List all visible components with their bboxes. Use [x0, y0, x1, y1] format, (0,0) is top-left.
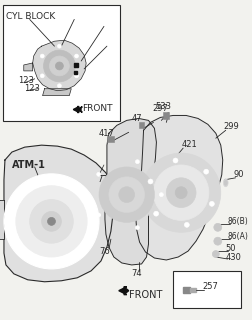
Circle shape — [49, 56, 69, 76]
Circle shape — [159, 193, 163, 196]
Circle shape — [96, 172, 100, 176]
Polygon shape — [42, 89, 71, 96]
Circle shape — [108, 177, 144, 212]
Circle shape — [184, 222, 188, 227]
Circle shape — [153, 211, 158, 216]
Bar — [74, 71, 77, 74]
Circle shape — [213, 237, 221, 245]
Circle shape — [141, 153, 220, 232]
Polygon shape — [135, 116, 222, 260]
Text: 123: 123 — [18, 76, 34, 85]
Text: 74: 74 — [131, 269, 141, 278]
Circle shape — [57, 84, 61, 88]
Polygon shape — [0, 200, 4, 239]
Ellipse shape — [223, 180, 226, 185]
Text: 421: 421 — [180, 140, 196, 149]
Text: 257: 257 — [201, 282, 217, 291]
Circle shape — [147, 179, 152, 184]
Polygon shape — [118, 287, 128, 295]
Circle shape — [203, 169, 208, 174]
Text: 50: 50 — [225, 244, 235, 252]
Circle shape — [74, 54, 78, 58]
Text: 299: 299 — [223, 122, 239, 131]
Circle shape — [213, 223, 221, 231]
Text: 76: 76 — [99, 247, 110, 256]
Text: 90: 90 — [233, 170, 243, 179]
Circle shape — [74, 74, 78, 78]
Circle shape — [118, 187, 134, 203]
Text: ATM-1: ATM-1 — [12, 160, 46, 170]
Circle shape — [96, 213, 100, 217]
Text: FRONT: FRONT — [128, 290, 162, 300]
Text: 86(A): 86(A) — [227, 232, 248, 241]
Text: FRONT: FRONT — [82, 104, 112, 113]
Text: 47: 47 — [131, 114, 141, 123]
Bar — [163, 113, 169, 119]
Circle shape — [57, 44, 61, 48]
Text: 86(B): 86(B) — [227, 217, 247, 226]
Polygon shape — [4, 145, 113, 282]
Polygon shape — [189, 288, 195, 292]
Circle shape — [175, 187, 186, 199]
Circle shape — [40, 74, 44, 78]
Text: 430: 430 — [225, 252, 241, 261]
Bar — [173, 271, 240, 308]
Circle shape — [29, 200, 73, 243]
Circle shape — [135, 226, 139, 229]
Circle shape — [40, 54, 44, 58]
Polygon shape — [33, 40, 86, 91]
Circle shape — [209, 201, 213, 206]
Text: 123: 123 — [24, 84, 40, 93]
Polygon shape — [78, 107, 82, 113]
Ellipse shape — [223, 179, 227, 187]
Circle shape — [41, 212, 61, 231]
Bar — [107, 136, 113, 142]
Bar — [74, 63, 78, 67]
Circle shape — [43, 50, 75, 82]
Bar — [3, 4, 119, 121]
Circle shape — [172, 158, 177, 163]
Polygon shape — [105, 118, 156, 265]
Circle shape — [153, 165, 208, 220]
Text: 297: 297 — [152, 104, 168, 113]
Text: 77: 77 — [97, 175, 107, 184]
Circle shape — [55, 62, 63, 70]
Text: 417: 417 — [99, 129, 114, 138]
Polygon shape — [182, 287, 189, 293]
Circle shape — [16, 186, 87, 257]
Text: CYL BLOCK: CYL BLOCK — [6, 12, 55, 20]
Circle shape — [166, 178, 195, 207]
Circle shape — [211, 251, 218, 258]
Circle shape — [47, 217, 55, 225]
Polygon shape — [73, 107, 81, 113]
Bar — [138, 122, 143, 128]
Text: 533: 533 — [155, 102, 171, 111]
Circle shape — [99, 167, 154, 222]
Circle shape — [4, 174, 99, 269]
Circle shape — [135, 160, 139, 164]
Polygon shape — [24, 63, 33, 71]
